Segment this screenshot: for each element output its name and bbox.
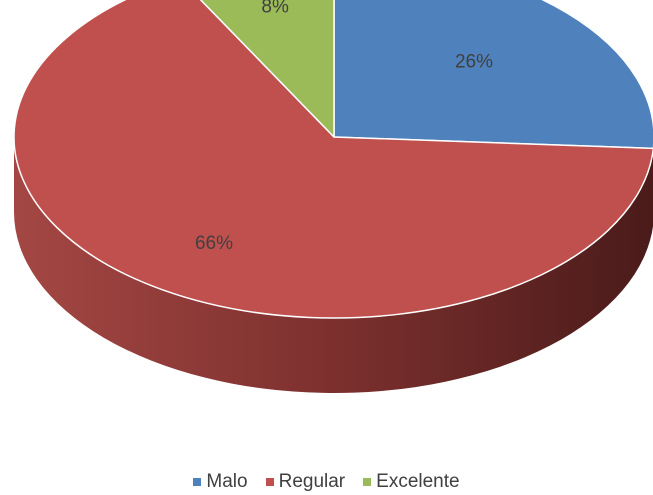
legend-label-excelente: Excelente [376, 471, 460, 492]
legend-swatch-malo [193, 478, 202, 486]
legend-swatch-excelente [363, 478, 372, 486]
legend-item-regular: Regular [265, 471, 346, 493]
legend-item-excelente: Excelente [363, 471, 460, 493]
pie-slice-regular [13, 0, 653, 319]
chart-legend: Malo Regular Excelente [0, 471, 653, 493]
pie-label-regular: 66% [195, 233, 233, 254]
legend-item-malo: Malo [193, 471, 248, 493]
pie-label-malo: 26% [455, 52, 493, 73]
pie-slices [13, 0, 653, 319]
legend-swatch-regular [265, 478, 274, 486]
pie-plot-area: 26% 66% 8% [13, 0, 653, 394]
legend-label-malo: Malo [206, 471, 248, 492]
pie-slice-excelente [199, 0, 335, 138]
pie-label-excelente: 8% [261, 0, 289, 17]
pie-side-regular [14, 137, 653, 394]
legend-label-regular: Regular [278, 471, 346, 492]
pie-slice-malo [333, 0, 653, 150]
pie-side-walls [14, 137, 653, 394]
pie-data-labels: 26% 66% 8% [195, 0, 493, 254]
